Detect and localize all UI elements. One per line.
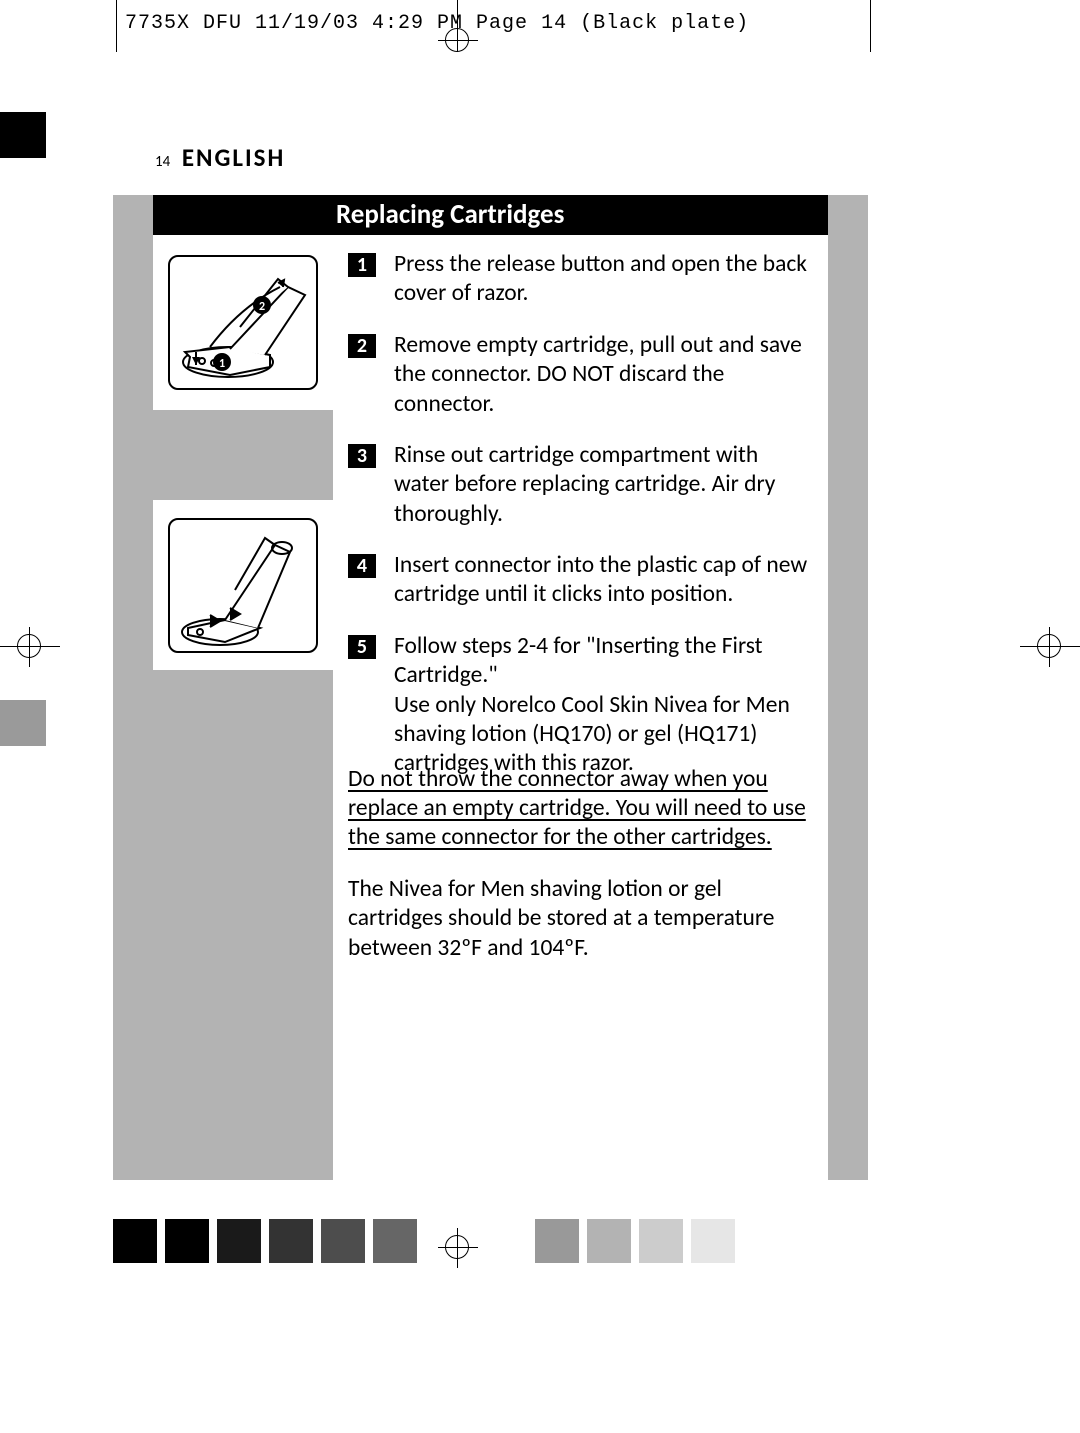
storage-note: The Nivea for Men shaving lotion or gel … xyxy=(348,875,808,963)
section-title: Replacing Cartridges xyxy=(153,195,828,235)
crop-header-text: 7735X DFU 11/19/03 4:29 PM Page 14 (Blac… xyxy=(125,12,749,35)
page-number: 14 xyxy=(155,153,170,171)
registration-mark-right xyxy=(1020,627,1080,667)
swatch xyxy=(373,1219,417,1263)
razor-open-diagram: 1 2 xyxy=(168,255,318,390)
step-number: 5 xyxy=(348,635,376,659)
instructions-panel: 1 Press the release button and open the … xyxy=(333,235,828,1180)
step-number: 4 xyxy=(348,554,376,578)
step-text: Press the release button and open the ba… xyxy=(394,250,808,309)
color-swatches-dark xyxy=(113,1219,417,1263)
callout-2: 2 xyxy=(259,300,265,314)
swatch xyxy=(165,1219,209,1263)
bleed-marker-mid xyxy=(0,700,46,746)
illustration-panel-2 xyxy=(153,500,333,670)
step-text: Follow steps 2-4 for "Inserting the Firs… xyxy=(394,632,808,779)
illustration-panel-1: 1 2 xyxy=(153,235,333,410)
step-number: 1 xyxy=(348,253,376,277)
swatch xyxy=(587,1219,631,1263)
swatch xyxy=(269,1219,313,1263)
razor-insert-diagram xyxy=(168,518,318,653)
registration-mark-top xyxy=(438,0,478,70)
bleed-marker-top xyxy=(0,112,46,158)
step-text: Insert connector into the plastic cap of… xyxy=(394,551,808,610)
swatch xyxy=(691,1219,735,1263)
content-band: Replacing Cartridges 1 2 xyxy=(113,195,868,1180)
step-1: 1 Press the release button and open the … xyxy=(348,250,808,309)
swatch xyxy=(113,1219,157,1263)
swatch xyxy=(217,1219,261,1263)
callout-1: 1 xyxy=(219,357,225,371)
color-swatches-light xyxy=(535,1219,735,1263)
registration-mark-left xyxy=(0,627,60,667)
connector-warning: Do not throw the connector away when you… xyxy=(348,765,808,853)
step-text: Rinse out cartridge compartment with wat… xyxy=(394,441,808,529)
swatch xyxy=(535,1219,579,1263)
page-header: 14 ENGLISH xyxy=(155,142,285,173)
swatch xyxy=(639,1219,683,1263)
step-3: 3 Rinse out cartridge compartment with w… xyxy=(348,441,808,529)
swatch xyxy=(321,1219,365,1263)
step-number: 3 xyxy=(348,444,376,468)
step-number: 2 xyxy=(348,334,376,358)
step-5: 5 Follow steps 2-4 for "Inserting the Fi… xyxy=(348,632,808,779)
step-text: Remove empty cartridge, pull out and sav… xyxy=(394,331,808,419)
registration-mark-bottom xyxy=(438,1228,478,1268)
step-2: 2 Remove empty cartridge, pull out and s… xyxy=(348,331,808,419)
language-heading: ENGLISH xyxy=(182,142,285,173)
step-4: 4 Insert connector into the plastic cap … xyxy=(348,551,808,610)
